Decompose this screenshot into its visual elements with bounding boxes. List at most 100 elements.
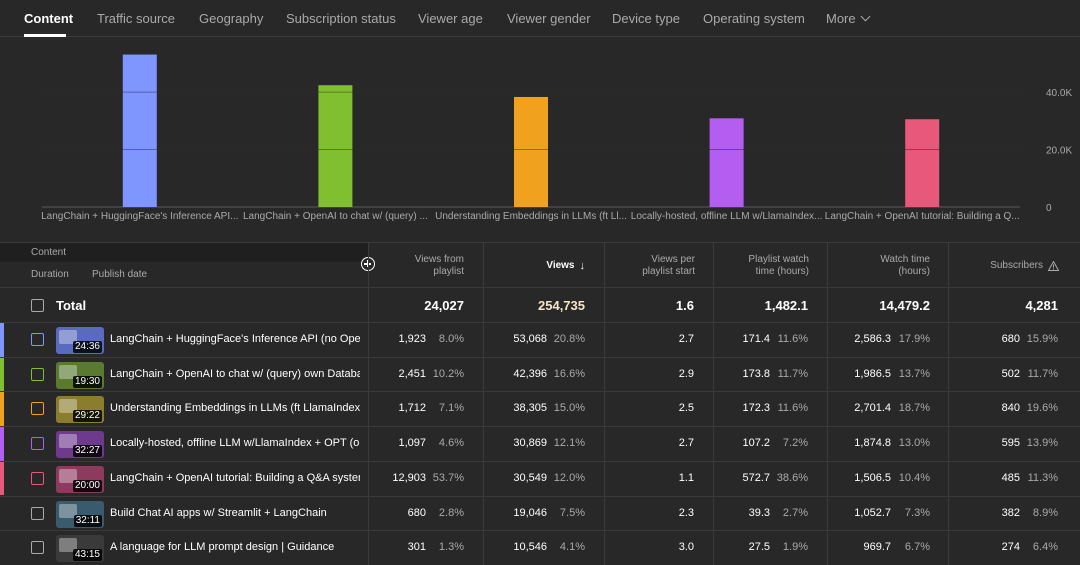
table-row[interactable]: 32:11 Build Chat AI apps w/ Streamlit + L… — [0, 495, 1080, 531]
views-per-playlist-start: 2.5 — [678, 402, 694, 415]
video-duration: 43:15 — [72, 549, 102, 562]
row-checkbox[interactable] — [31, 367, 44, 381]
row-checkbox[interactable] — [31, 471, 44, 485]
video-duration: 32:11 — [73, 514, 102, 527]
watch-time: 1,052.7 — [854, 506, 891, 519]
total-row: Total 24,027 254,735 1.6 1,482.1 14,479.… — [0, 287, 1080, 322]
table-row[interactable]: 24:36 LangChain + HuggingFace's Inference… — [0, 322, 1080, 357]
select-all-checkbox[interactable] — [31, 299, 44, 312]
video-title[interactable]: Understanding Embeddings in LLMs (ft Lla… — [110, 402, 360, 415]
tab-traffic-source[interactable]: Traffic source — [97, 11, 176, 26]
total-views-from-playlist: 24,027 — [424, 298, 464, 313]
subscribers-pct: 11.3% — [1027, 471, 1058, 484]
video-title[interactable]: LangChain + OpenAI tutorial: Building a … — [110, 471, 360, 484]
row-checkbox[interactable] — [31, 506, 44, 520]
playlist-watch-time-pct: 38.6% — [776, 471, 808, 484]
table-row[interactable]: 29:22 Understanding Embeddings in LLMs (f… — [0, 391, 1080, 427]
tab-operating-system[interactable]: Operating system — [703, 11, 805, 26]
video-duration: 19:30 — [72, 375, 102, 388]
chart-bar[interactable] — [514, 96, 548, 207]
tab-more[interactable]: More — [826, 11, 871, 26]
playlist-watch-time: 572.7 — [742, 471, 770, 484]
header-playlist-watch-time[interactable]: Playlist watch time (hours) — [714, 243, 819, 288]
video-thumbnail[interactable]: 20:00 — [56, 465, 104, 493]
thumbnail-art — [59, 330, 77, 344]
video-thumbnail[interactable]: 19:30 — [56, 361, 104, 389]
more-label: More — [826, 11, 856, 26]
row-checkbox[interactable] — [31, 437, 44, 451]
total-playlist-watch-time: 1,482.1 — [764, 298, 808, 313]
watch-time-pct: 10.4% — [898, 471, 930, 484]
row-checkbox[interactable] — [31, 541, 44, 555]
watch-time-pct: 13.0% — [898, 437, 930, 450]
video-title[interactable]: LangChain + OpenAI to chat w/ (query) ow… — [110, 367, 360, 380]
header-views-per-playlist-start[interactable]: Views per playlist start — [605, 243, 705, 288]
subscribers-pct: 8.9% — [1032, 506, 1058, 519]
total-views-per-playlist-start: 1.6 — [675, 298, 694, 313]
total-watch-time: 14,479.2 — [879, 298, 930, 313]
subscribers-pct: 13.9% — [1026, 437, 1058, 450]
header-subscribers-label: Subscribers — [990, 259, 1043, 271]
playlist-watch-time-pct: 1.9% — [782, 541, 808, 554]
thumbnail-art — [59, 364, 77, 379]
active-tab-indicator — [24, 34, 66, 37]
chart-bar[interactable] — [905, 119, 940, 207]
views: 42,396 — [513, 367, 547, 380]
series-color-indicator — [0, 427, 4, 461]
views-per-playlist-start: 2.3 — [678, 506, 694, 519]
tab-viewer-age[interactable]: Viewer age — [418, 11, 483, 26]
tab-geography[interactable]: Geography — [199, 11, 264, 26]
thumbnail-art — [59, 468, 77, 483]
table-row[interactable]: 32:27 Locally-hosted, offline LLM w/Llama… — [0, 426, 1080, 461]
watch-time: 1,506.5 — [854, 471, 891, 484]
video-title[interactable]: A language for LLM prompt design | Guida… — [110, 541, 335, 554]
video-thumbnail[interactable]: 29:22 — [56, 396, 104, 424]
video-title[interactable]: Build Chat AI apps w/ Streamlit + LangCh… — [110, 506, 327, 519]
column-divider — [368, 242, 369, 565]
chart-bar[interactable] — [318, 85, 353, 207]
views: 30,549 — [513, 471, 547, 484]
watch-time: 1,874.8 — [854, 437, 891, 450]
column-divider — [713, 242, 714, 565]
content-table: Content Duration Publish date Views from… — [0, 242, 1080, 565]
video-title[interactable]: Locally-hosted, offline LLM w/LlamaIndex… — [110, 437, 360, 450]
table-row[interactable]: 19:30 LangChain + OpenAI to chat w/ (quer… — [0, 356, 1080, 392]
x-tick-label: Locally-hosted, offline LLM w/LlamaIndex… — [631, 211, 823, 222]
y-tick-label: 0 — [1046, 203, 1052, 214]
video-thumbnail[interactable]: 43:15 — [56, 535, 104, 563]
dimension-tabs: Content Traffic source Geography Subscri… — [0, 0, 1080, 37]
header-views[interactable]: Views ↓ — [484, 243, 595, 288]
total-subscribers: 4,281 — [1025, 298, 1058, 313]
header-duration[interactable]: Duration — [31, 269, 69, 280]
tab-device-type[interactable]: Device type — [612, 11, 680, 26]
tab-subscription-status[interactable]: Subscription status — [286, 11, 396, 26]
subscribers: 840 — [1001, 402, 1020, 415]
table-row[interactable]: 20:00 LangChain + OpenAI tutorial: Buildi… — [0, 460, 1080, 496]
video-thumbnail[interactable]: 32:11 — [56, 500, 104, 528]
tab-content[interactable]: Content — [24, 11, 74, 26]
views-pct: 7.5% — [559, 506, 585, 519]
row-checkbox[interactable] — [31, 402, 44, 416]
video-title[interactable]: LangChain + HuggingFace's Inference API … — [110, 333, 360, 345]
series-color-indicator — [0, 392, 4, 427]
chart-bar[interactable] — [709, 118, 744, 207]
thumbnail-art — [59, 434, 77, 449]
video-thumbnail[interactable]: 24:36 — [56, 327, 104, 354]
chart-bar[interactable] — [122, 54, 157, 207]
views-from-playlist-pct: 53.7% — [432, 471, 464, 484]
table-header: Content Duration Publish date Views from… — [0, 242, 1080, 287]
subscribers: 595 — [1001, 437, 1020, 450]
header-views-from-playlist[interactable]: Views from playlist — [369, 243, 474, 288]
header-watch-time[interactable]: Watch time (hours) — [828, 243, 940, 288]
row-checkbox[interactable] — [31, 333, 44, 346]
column-divider — [827, 242, 828, 565]
header-subscribers[interactable]: Subscribers — [949, 243, 1069, 288]
video-thumbnail[interactable]: 32:27 — [56, 431, 104, 459]
views-from-playlist: 1,923 — [398, 333, 426, 345]
header-publish-date[interactable]: Publish date — [92, 269, 148, 280]
watch-time-pct: 18.7% — [898, 402, 930, 415]
tab-viewer-gender[interactable]: Viewer gender — [507, 11, 591, 26]
views-from-playlist-pct: 2.8% — [438, 506, 464, 519]
table-row[interactable]: 43:15 A language for LLM prompt design | … — [0, 530, 1080, 565]
column-divider — [483, 242, 484, 565]
